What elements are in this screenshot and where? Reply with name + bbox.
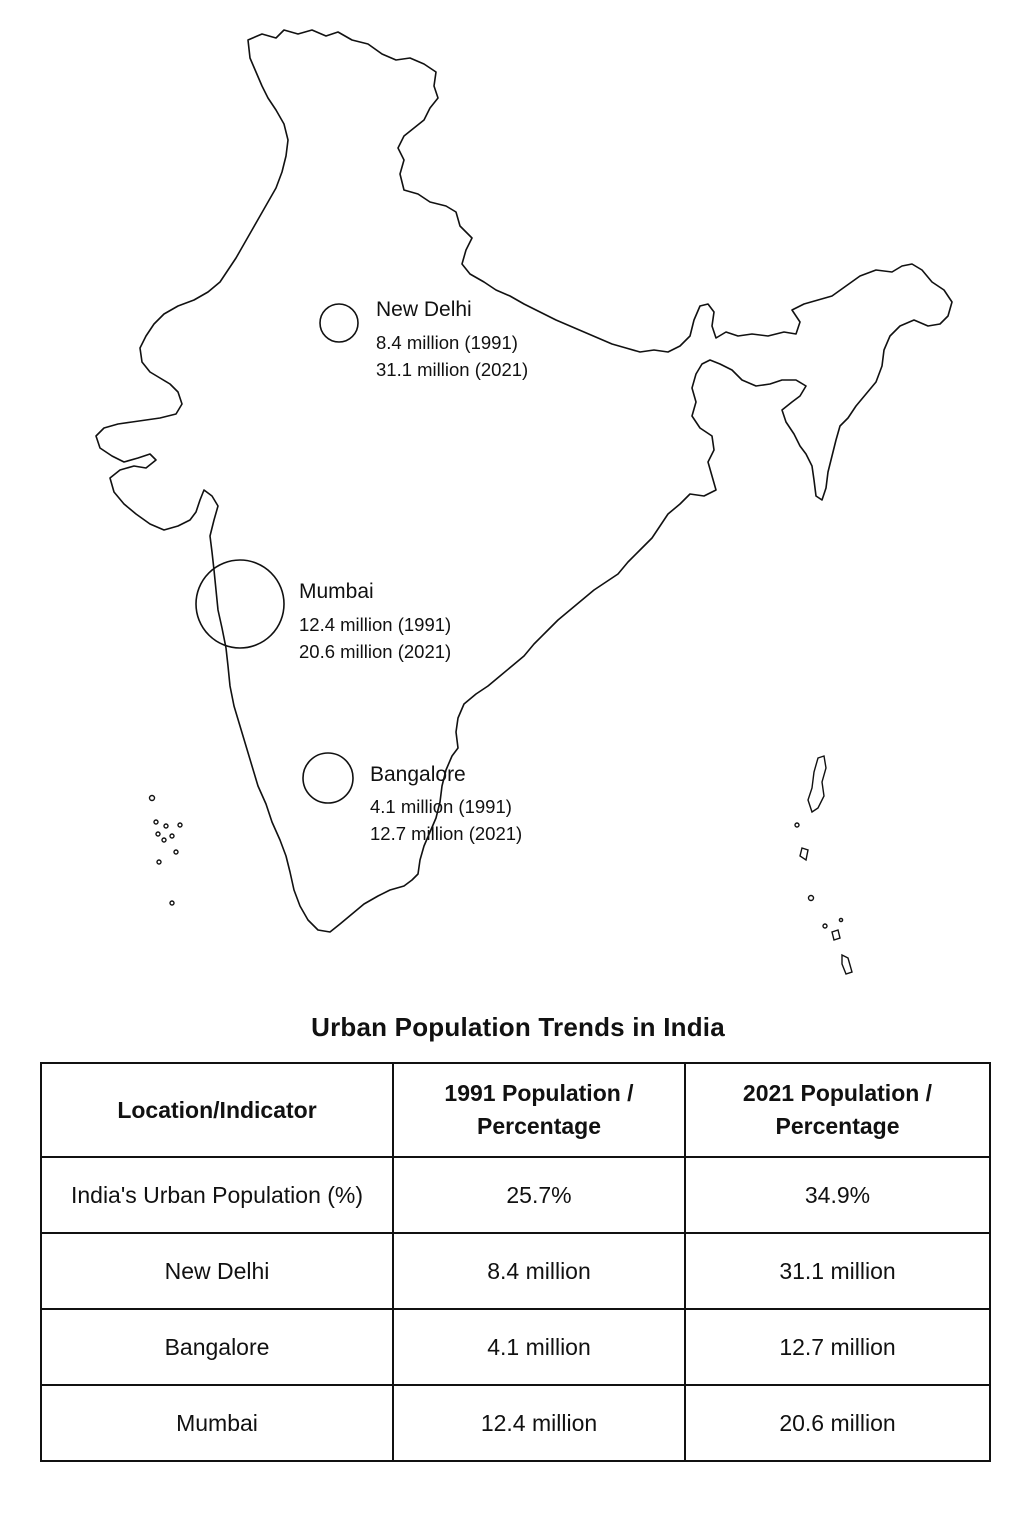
urban-population-table: Location/Indicator 1991 Population / Per… [40, 1062, 991, 1462]
city-circle-new-delhi [319, 303, 359, 343]
city-marker-new-delhi: New Delhi 8.4 million (1991) 31.1 millio… [319, 298, 528, 380]
table-row: Mumbai 12.4 million 20.6 million [40, 1384, 991, 1462]
table-title: Urban Population Trends in India [311, 1012, 725, 1042]
header-2021: 2021 Population / Percentage [684, 1062, 991, 1158]
table-cell: India's Urban Population (%) [40, 1156, 394, 1234]
city-pop-1991-mumbai: 12.4 million (1991) [299, 614, 451, 635]
table-cell: Mumbai [40, 1384, 394, 1462]
city-pop-2021-mumbai: 20.6 million (2021) [299, 641, 451, 662]
table-cell: 25.7% [392, 1156, 686, 1234]
city-name-bangalore: Bangalore [370, 763, 466, 786]
table-cell: 34.9% [684, 1156, 991, 1234]
city-pop-1991-bangalore: 4.1 million (1991) [370, 796, 512, 817]
city-pop-2021-new-delhi: 31.1 million (2021) [376, 359, 528, 380]
city-pop-1991-new-delhi: 8.4 million (1991) [376, 332, 518, 353]
city-circle-bangalore [302, 752, 354, 804]
table-header-row: Location/Indicator 1991 Population / Per… [40, 1062, 991, 1158]
city-marker-mumbai: Mumbai 12.4 million (1991) 20.6 million … [195, 559, 451, 662]
table-cell: 4.1 million [392, 1308, 686, 1386]
table-cell: 12.4 million [392, 1384, 686, 1462]
india-map: New Delhi 8.4 million (1991) 31.1 millio… [95, 29, 953, 975]
table-cell: 8.4 million [392, 1232, 686, 1310]
header-location: Location/Indicator [40, 1062, 394, 1158]
table-cell: 12.7 million [684, 1308, 991, 1386]
table-cell: 20.6 million [684, 1384, 991, 1462]
table-cell: 31.1 million [684, 1232, 991, 1310]
city-circle-mumbai [195, 559, 285, 649]
table-row: India's Urban Population (%) 25.7% 34.9% [40, 1156, 991, 1234]
table-cell: Bangalore [40, 1308, 394, 1386]
india-mainland-outline [95, 29, 953, 933]
andaman-nicobar-islands [794, 755, 853, 975]
table-row: Bangalore 4.1 million 12.7 million [40, 1308, 991, 1386]
lakshadweep-islands [148, 794, 183, 906]
city-name-mumbai: Mumbai [299, 580, 374, 603]
header-1991: 1991 Population / Percentage [392, 1062, 686, 1158]
table-cell: New Delhi [40, 1232, 394, 1310]
city-pop-2021-bangalore: 12.7 million (2021) [370, 823, 522, 844]
table-row: New Delhi 8.4 million 31.1 million [40, 1232, 991, 1310]
city-name-new-delhi: New Delhi [376, 298, 472, 321]
city-marker-bangalore: Bangalore 4.1 million (1991) 12.7 millio… [302, 752, 522, 844]
